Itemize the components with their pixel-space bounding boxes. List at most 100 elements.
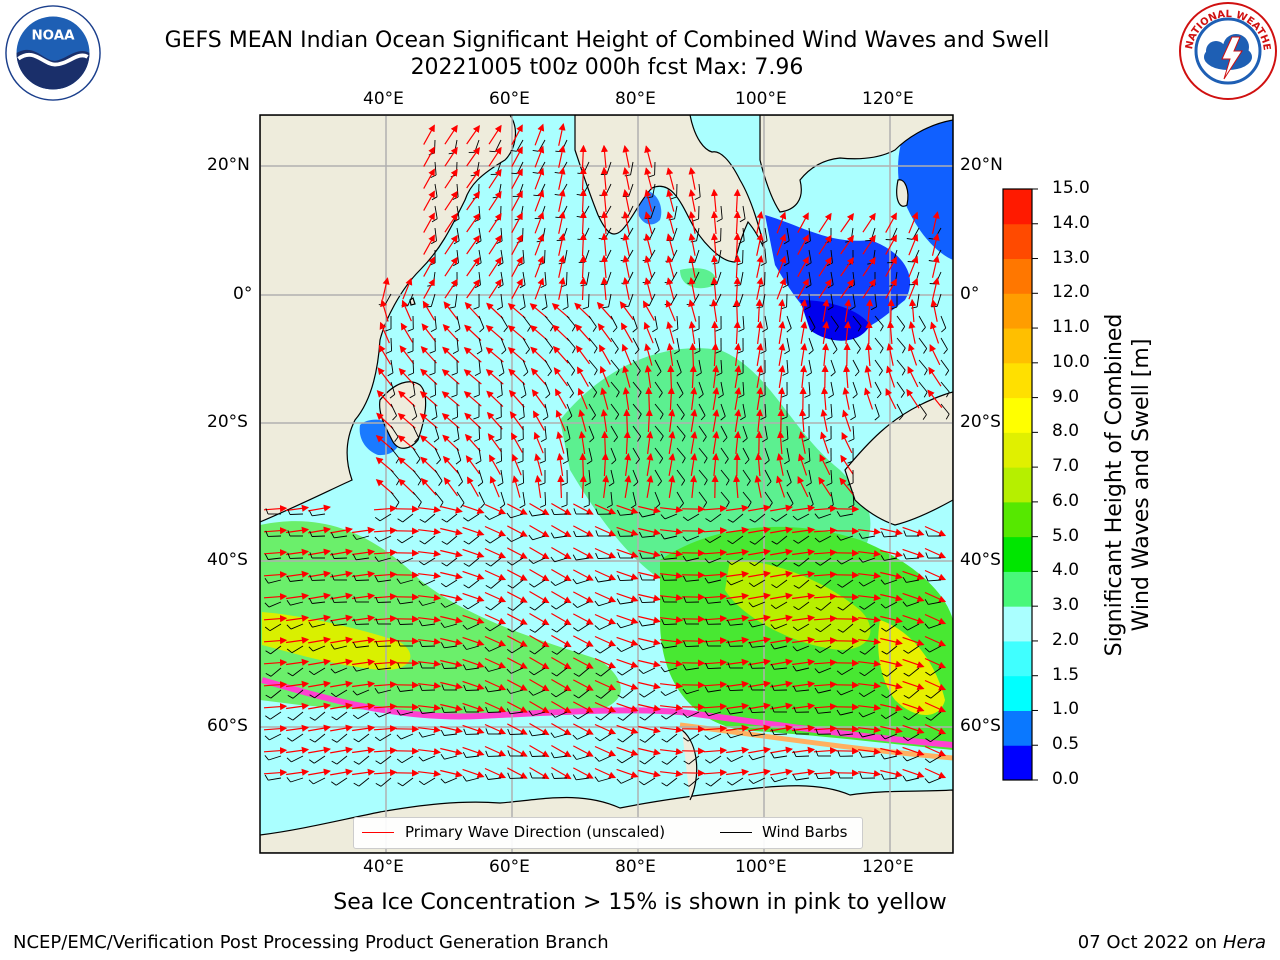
wave-direction-arrow — [418, 528, 442, 536]
wind-barb — [674, 205, 678, 219]
wind-barb — [478, 227, 482, 241]
wind-barb — [664, 645, 678, 649]
wind-barb — [490, 579, 502, 589]
wind-barb-feather — [681, 435, 686, 442]
wind-barb — [896, 403, 904, 416]
wave-direction-arrow — [441, 391, 460, 407]
wave-direction-arrow — [551, 524, 572, 538]
wave-direction-arrow — [423, 124, 435, 145]
wind-barb-feather — [463, 563, 470, 567]
colorbar-tick-label: 12.0 — [1052, 282, 1090, 303]
wind-barb — [632, 315, 638, 329]
wave-direction-arrow — [813, 571, 838, 579]
wind-barb — [423, 557, 436, 566]
wind-barb-feather — [617, 717, 624, 721]
wave-direction-arrow — [840, 235, 854, 255]
wind-barb — [531, 755, 546, 757]
wind-barb — [820, 557, 832, 566]
wave-direction-arrow — [573, 525, 594, 537]
lon-label-top-40e: 40°E — [363, 89, 404, 109]
wind-barb — [488, 689, 502, 693]
wave-direction-arrow — [711, 452, 720, 476]
wind-barb — [818, 667, 832, 674]
wind-barb-feather — [506, 668, 512, 674]
wave-direction-arrow — [529, 568, 550, 582]
wave-direction-arrow — [462, 658, 485, 669]
wind-barb — [421, 645, 436, 647]
wave-direction-arrow — [594, 613, 617, 625]
wave-direction-arrow — [418, 594, 442, 602]
wave-direction-arrow — [689, 474, 698, 498]
wind-barb — [555, 579, 568, 587]
wind-barb-feather — [485, 585, 492, 589]
colorbar-tick-label: 4.0 — [1052, 560, 1080, 581]
wave-direction-arrow — [399, 345, 415, 365]
wind-barb — [446, 557, 458, 567]
wave-direction-arrow — [858, 682, 882, 690]
wind-barb — [378, 579, 392, 583]
wind-barb-feather — [859, 651, 866, 655]
wind-barb-feather — [503, 326, 508, 333]
wave-direction-arrow — [909, 298, 917, 323]
wave-direction-arrow — [594, 569, 617, 581]
wind-barb-feather — [902, 601, 908, 607]
wave-direction-arrow — [286, 702, 310, 710]
wave-direction-arrow — [880, 549, 903, 558]
wind-barb — [356, 667, 370, 672]
colorbar-bin — [1003, 432, 1032, 468]
wave-direction-arrow — [644, 189, 653, 212]
wind-barb — [797, 623, 810, 631]
wind-barb — [687, 513, 700, 521]
colorbar-tick-label: 0.5 — [1052, 734, 1080, 755]
wind-barb — [586, 271, 590, 285]
wind-barb-feather — [943, 349, 948, 355]
wind-barb — [610, 469, 615, 483]
wind-barb — [864, 645, 876, 655]
wind-barb — [478, 447, 482, 461]
colorbar-bin — [1003, 293, 1032, 329]
wind-barb — [489, 645, 502, 652]
wind-barb-feather — [704, 577, 709, 584]
wind-barb-feather — [419, 640, 423, 647]
wind-barb-feather — [945, 413, 950, 420]
wind-barb-feather — [857, 325, 862, 332]
wave-direction-arrow — [864, 365, 872, 388]
wind-barb — [356, 689, 370, 696]
wind-barb-feather — [705, 618, 709, 625]
wind-barb-feather — [924, 623, 930, 629]
wind-barb — [808, 337, 814, 351]
wave-direction-arrow — [551, 656, 572, 670]
wave-direction-arrow — [862, 256, 876, 277]
wind-barb-feather — [682, 555, 687, 562]
wave-direction-arrow — [373, 593, 398, 601]
wind-barb-feather — [848, 438, 855, 442]
wind-barb — [269, 711, 282, 720]
wind-barb-feather — [672, 328, 679, 332]
wind-barb — [478, 359, 481, 373]
wind-barb-feather — [479, 327, 485, 333]
wave-direction-arrow — [286, 526, 310, 534]
wind-barb — [511, 557, 524, 566]
wave-direction-arrow — [558, 167, 566, 190]
wind-barb-feather — [550, 556, 555, 563]
wave-direction-arrow — [726, 658, 750, 666]
wind-barb — [698, 447, 708, 459]
wave-direction-arrow — [573, 613, 594, 625]
wave-direction-arrow — [263, 681, 288, 689]
wind-barb-feather — [704, 686, 709, 693]
wind-barb — [566, 337, 576, 349]
wind-barb-feather — [520, 394, 527, 399]
wave-direction-arrow — [902, 636, 925, 647]
wind-barb — [544, 315, 554, 327]
wind-barb — [588, 293, 590, 308]
wind-barb — [720, 205, 723, 219]
wave-direction-arrow — [858, 572, 882, 580]
wave-direction-arrow — [660, 660, 684, 668]
wave-direction-arrow — [529, 546, 550, 560]
wave-direction-arrow — [907, 366, 919, 388]
wind-barb — [905, 557, 920, 560]
wind-barb-feather — [407, 328, 414, 332]
wind-barb-feather — [463, 517, 469, 522]
wind-barb — [698, 425, 707, 437]
wave-direction-arrow — [352, 658, 376, 666]
